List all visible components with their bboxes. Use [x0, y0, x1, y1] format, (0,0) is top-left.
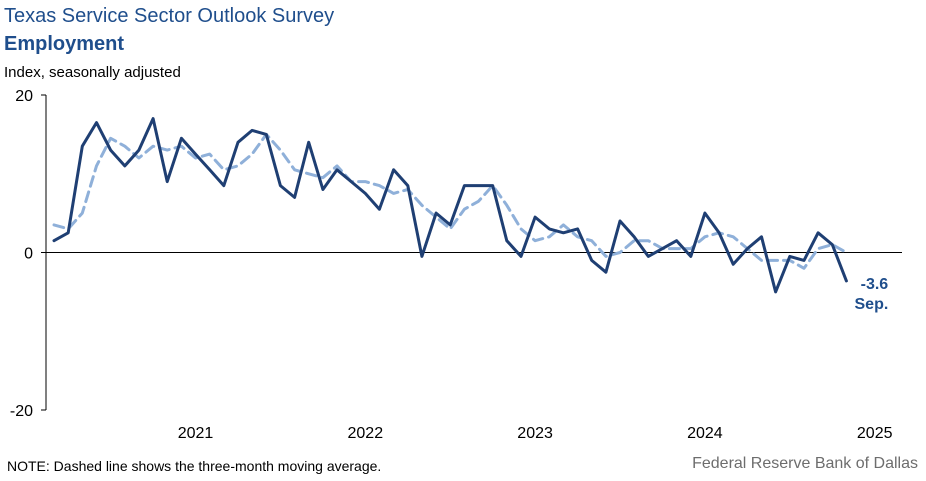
- x-tick-label: 2021: [178, 425, 214, 442]
- source-credit: Federal Reserve Bank of Dallas: [692, 455, 918, 472]
- y-tick-label: 20: [15, 88, 33, 105]
- x-tick-label: 2025: [857, 425, 893, 442]
- chart-title: Texas Service Sector Outlook Survey: [4, 5, 335, 27]
- x-tick-label: 2023: [517, 425, 553, 442]
- y-tick-label: -20: [10, 403, 33, 420]
- y-tick-label: 0: [24, 246, 33, 263]
- last-period-label: Sep.: [855, 296, 889, 313]
- unit-label: Index, seasonally adjusted: [4, 64, 181, 81]
- footnote: NOTE: Dashed line shows the three-month …: [7, 458, 382, 474]
- chart-subtitle: Employment: [4, 33, 125, 55]
- last-value-label: -3.6: [861, 276, 889, 293]
- x-tick-label: 2024: [687, 425, 723, 442]
- employment-index-line: [52, 117, 848, 294]
- x-tick-label: 2022: [348, 425, 384, 442]
- moving-average-line: [52, 132, 848, 270]
